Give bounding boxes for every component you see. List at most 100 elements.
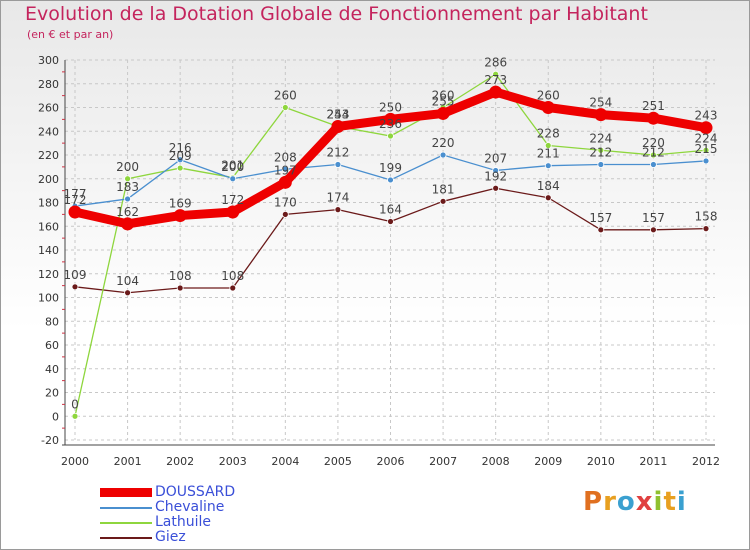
data-label-doussard: 162: [116, 205, 139, 219]
legend-label-chevaline: Chevaline: [155, 499, 225, 515]
data-label-chevaline: 216: [169, 141, 192, 155]
data-label-chevaline: 215: [695, 142, 718, 156]
logo-letter: o: [616, 487, 636, 517]
data-label-chevaline: 211: [537, 147, 560, 161]
chart-subtitle: (en € et par an): [27, 28, 114, 41]
y-tick-label: 80: [45, 315, 59, 328]
data-label-giez: 164: [379, 203, 402, 217]
data-label-giez: 108: [221, 269, 244, 283]
data-point-giez: [124, 289, 131, 297]
data-label-chevaline: 212: [326, 146, 349, 160]
data-label-giez: 109: [64, 268, 87, 282]
data-label-lathuile: 224: [695, 131, 718, 145]
data-point-giez: [281, 210, 289, 218]
data-point-doussard: [646, 111, 660, 125]
data-point-giez: [334, 206, 342, 214]
data-label-giez: 108: [169, 269, 192, 283]
data-point-lathuile: [71, 412, 79, 420]
data-point-giez: [439, 197, 447, 205]
data-point-lathuile: [650, 151, 657, 159]
data-label-lathuile: 0: [71, 397, 79, 411]
data-label-doussard: 251: [642, 99, 665, 113]
data-point-doussard: [699, 121, 713, 135]
x-tick-label: 2005: [324, 455, 352, 468]
data-label-doussard: 254: [589, 96, 612, 110]
data-point-giez: [597, 226, 605, 234]
y-tick-label: 100: [38, 292, 59, 305]
data-label-doussard: 260: [537, 89, 560, 103]
data-label-doussard: 169: [169, 197, 192, 211]
x-tick-label: 2010: [587, 455, 615, 468]
data-label-lathuile: 220: [642, 136, 665, 150]
data-point-giez: [650, 226, 657, 234]
data-point-chevaline: [281, 165, 289, 173]
legend-label-doussard: DOUSSARD: [155, 484, 236, 500]
data-point-chevaline: [176, 156, 184, 164]
data-label-giez: 192: [484, 169, 507, 183]
data-point-chevaline: [387, 176, 394, 184]
y-tick-label: -20: [41, 434, 59, 447]
x-tick-label: 2006: [377, 455, 405, 468]
data-label-giez: 157: [642, 211, 665, 225]
logo-letter: x: [635, 487, 654, 517]
x-tick-label: 2012: [692, 455, 720, 468]
legend-label-lathuile: Lathuile: [155, 514, 212, 530]
logo-letter: P: [583, 487, 604, 517]
data-label-giez: 174: [326, 191, 349, 205]
data-point-lathuile: [544, 142, 552, 149]
x-tick-label: 2009: [534, 455, 562, 468]
data-point-lathuile: [176, 164, 184, 172]
legend-label-giez: Giez: [155, 529, 186, 545]
data-label-chevaline: 212: [642, 146, 665, 160]
logo-letter: t: [663, 487, 677, 517]
logo-letter: i: [653, 487, 664, 517]
data-label-lathuile: 209: [169, 149, 192, 163]
data-point-doussard: [278, 175, 292, 189]
legend-swatch-doussard: [100, 488, 152, 497]
data-label-doussard: 197: [274, 163, 297, 177]
data-label-doussard: 253: [326, 108, 349, 122]
y-tick-label: 240: [38, 125, 59, 138]
data-label-giez: 170: [274, 195, 297, 209]
data-point-chevaline: [544, 162, 552, 170]
data-point-chevaline: [229, 175, 237, 183]
data-label-giez: 104: [116, 274, 139, 288]
data-point-doussard: [121, 217, 135, 231]
data-point-lathuile: [492, 70, 500, 78]
y-tick-label: 180: [38, 197, 59, 210]
y-tick-label: 120: [38, 268, 59, 281]
data-point-giez: [702, 225, 710, 233]
x-tick-label: 2004: [271, 455, 299, 468]
data-point-chevaline: [597, 161, 605, 168]
data-point-doussard: [226, 205, 240, 219]
data-label-lathuile: 260: [432, 89, 455, 103]
data-point-giez: [229, 284, 237, 292]
data-point-lathuile: [387, 132, 394, 140]
chart-title: Evolution de la Dotation Globale de Fonc…: [25, 3, 648, 25]
x-tick-label: 2002: [166, 455, 194, 468]
data-label-lathuile: 236: [379, 117, 402, 131]
data-label-lathuile: 201: [221, 159, 244, 173]
y-tick-label: 0: [52, 410, 59, 423]
x-tick-label: 2003: [219, 455, 247, 468]
data-label-lathuile: 224: [589, 131, 612, 145]
logo-letter: i: [676, 487, 687, 517]
data-label-giez: 181: [432, 182, 455, 196]
data-label-chevaline: 212: [589, 146, 612, 160]
x-tick-label: 2007: [429, 455, 457, 468]
data-label-chevaline: 200: [221, 160, 244, 174]
data-label-doussard: 172: [64, 193, 87, 207]
data-label-chevaline: 199: [379, 161, 402, 175]
y-tick-label: 300: [38, 54, 59, 67]
data-label-chevaline: 208: [274, 150, 297, 164]
data-point-lathuile: [124, 175, 131, 183]
y-tick-label: 280: [38, 78, 59, 91]
data-label-giez: 184: [537, 179, 560, 193]
data-point-doussard: [331, 120, 345, 133]
data-label-chevaline: 177: [64, 187, 87, 201]
legend-swatch-lathuile: [100, 522, 152, 524]
data-label-giez: 157: [589, 211, 612, 225]
data-point-giez: [544, 194, 552, 202]
data-point-giez: [387, 218, 394, 225]
